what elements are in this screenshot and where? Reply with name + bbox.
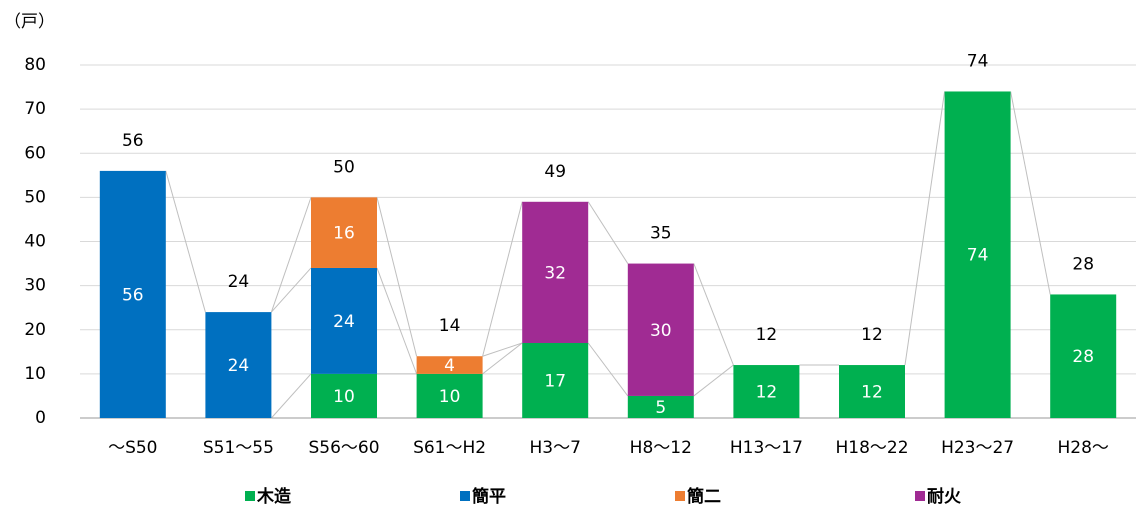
data-label: 16 — [333, 224, 355, 244]
data-label: 12 — [861, 383, 883, 403]
x-tick-label: H18～22 — [835, 438, 908, 458]
data-label: 12 — [756, 383, 778, 403]
series-line — [482, 201, 523, 357]
x-tick-label: ～S50 — [108, 438, 157, 458]
legend-swatch — [675, 491, 685, 501]
data-label: 17 — [544, 371, 566, 391]
bar-segment — [627, 395, 694, 418]
series-line — [904, 91, 946, 366]
data-label: 10 — [333, 387, 355, 407]
bar-segment — [733, 365, 800, 418]
total-label: 49 — [544, 162, 566, 182]
bar-segment — [311, 373, 377, 418]
y-tick-label: 80 — [24, 55, 46, 75]
x-tick-label: S56～60 — [308, 438, 379, 458]
series-line — [271, 267, 312, 313]
series-line — [376, 197, 418, 357]
series-line — [1010, 91, 1051, 295]
series-line — [271, 373, 312, 419]
bar-segment — [1050, 294, 1117, 418]
series-line — [482, 342, 523, 375]
total-label: 50 — [333, 157, 355, 177]
data-label: 10 — [439, 387, 461, 407]
legend-label: 簡二 — [686, 486, 721, 507]
legend-swatch — [245, 491, 255, 501]
x-tick-label: H3～7 — [529, 438, 580, 458]
data-label: 28 — [1072, 347, 1094, 367]
bar-segment — [627, 263, 694, 396]
legend-label: 木造 — [256, 486, 292, 507]
y-tick-label: 50 — [24, 187, 46, 207]
data-label: 74 — [967, 246, 989, 266]
bar-segment — [205, 312, 272, 418]
series-line — [165, 170, 206, 313]
y-tick-label: 70 — [24, 99, 46, 119]
data-label: 24 — [333, 312, 355, 332]
data-label: 5 — [655, 398, 666, 418]
bar-segment — [99, 170, 166, 418]
y-tick-label: 40 — [24, 232, 46, 252]
series-line — [376, 267, 418, 375]
total-label: 28 — [1072, 254, 1094, 274]
bar-segment — [311, 197, 377, 268]
data-label: 56 — [122, 285, 144, 305]
total-label: 12 — [861, 325, 883, 345]
total-label: 14 — [439, 316, 461, 336]
total-label: 24 — [228, 272, 250, 292]
total-label: 12 — [756, 325, 778, 345]
y-tick-label: 0 — [35, 408, 46, 428]
series-line — [693, 364, 734, 397]
bar-segment — [944, 91, 1011, 418]
bar-segment — [522, 201, 589, 343]
legend-label: 耐火 — [927, 486, 962, 507]
x-tick-label: H28～ — [1057, 438, 1108, 458]
total-label: 56 — [122, 131, 144, 151]
bar-segment — [839, 365, 905, 418]
bar-segment — [311, 267, 377, 374]
series-line — [270, 197, 312, 313]
total-label: 74 — [967, 51, 989, 71]
y-tick-label: 30 — [24, 276, 46, 296]
x-tick-label: S61～H2 — [413, 438, 486, 458]
y-tick-label: 20 — [24, 320, 46, 340]
x-tick-label: S51～55 — [203, 438, 274, 458]
series-line — [693, 263, 734, 366]
y-tick-label: 60 — [24, 143, 46, 163]
legend-swatch — [460, 491, 470, 501]
total-label: 35 — [650, 224, 672, 244]
series-line — [587, 201, 629, 264]
bar-segment — [416, 356, 483, 374]
bar-segment — [522, 342, 589, 418]
unit-label: （戸） — [4, 12, 55, 32]
data-label: 4 — [444, 356, 455, 376]
series-line — [587, 342, 629, 397]
x-tick-label: H13～17 — [730, 438, 803, 458]
data-label: 32 — [544, 263, 566, 283]
series-line — [482, 342, 523, 357]
x-tick-label: H8～12 — [630, 438, 692, 458]
y-tick-label: 10 — [24, 364, 46, 384]
legend-swatch — [915, 491, 925, 501]
bar-segment — [416, 373, 483, 418]
legend-label: 簡平 — [471, 486, 506, 507]
data-label: 24 — [228, 356, 250, 376]
data-label: 30 — [650, 321, 672, 341]
x-tick-label: H23～27 — [941, 438, 1014, 458]
